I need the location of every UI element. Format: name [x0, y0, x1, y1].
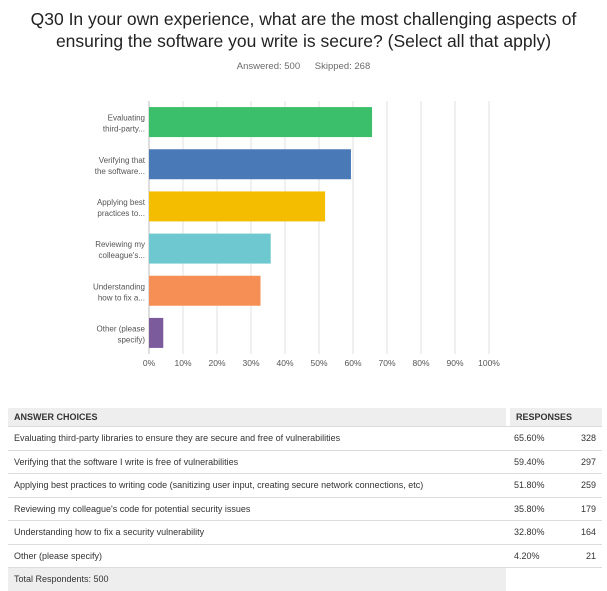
answer-table: ANSWER CHOICES RESPONSES Evaluating thir…: [8, 408, 602, 591]
row-count: 164: [568, 520, 602, 544]
bar: [149, 275, 261, 306]
row-choice: Understanding how to fix a security vuln…: [8, 520, 506, 544]
table-row: Other (please specify) 4.20% 21: [8, 543, 602, 568]
bar: [149, 107, 373, 138]
x-tick-label: 70%: [378, 358, 395, 368]
x-tick-label: 50%: [310, 358, 327, 368]
row-percent: 32.80%: [510, 520, 568, 544]
bar: [149, 191, 326, 222]
header-responses: RESPONSES: [510, 408, 602, 427]
table-row: Verifying that the software I write is f…: [8, 449, 602, 474]
table-row: Reviewing my colleague's code for potent…: [8, 496, 602, 521]
x-tick-label: 20%: [208, 358, 225, 368]
bar: [149, 233, 271, 264]
answered-count: Answered: 500: [236, 61, 301, 72]
response-meta: Answered: 500 Skipped: 268: [0, 61, 607, 72]
row-choice: Other (please specify): [8, 543, 506, 568]
category-label: Verifying that the software...: [95, 156, 146, 176]
row-count: 297: [568, 449, 602, 474]
table-total-row: Total Respondents: 500: [8, 567, 602, 591]
row-choice: Verifying that the software I write is f…: [8, 449, 506, 474]
x-tick-label: 40%: [276, 358, 293, 368]
x-tick-label: 90%: [446, 358, 463, 368]
row-percent: 59.40%: [510, 449, 568, 474]
question-title: Q30 In your own experience, what are the…: [0, 8, 607, 52]
table-row: Applying best practices to writing code …: [8, 473, 602, 497]
row-percent: 65.60%: [510, 426, 568, 450]
row-choice: Applying best practices to writing code …: [8, 473, 506, 497]
table-header: ANSWER CHOICES RESPONSES: [8, 408, 602, 427]
category-label: Evaluating third-party...: [103, 114, 145, 134]
category-label: Other (please specify): [97, 324, 146, 344]
row-choice: Evaluating third-party libraries to ensu…: [8, 426, 506, 450]
table-row: Understanding how to fix a security vuln…: [8, 520, 602, 544]
row-count: 259: [568, 473, 602, 497]
x-tick-label: 30%: [242, 358, 259, 368]
x-tick-label: 0%: [143, 358, 156, 368]
x-tick-label: 10%: [174, 358, 191, 368]
row-choice: Reviewing my colleague's code for potent…: [8, 496, 506, 521]
category-label: Reviewing my colleague's...: [95, 240, 145, 260]
skipped-count: Skipped: 268: [314, 61, 371, 72]
row-percent: 35.80%: [510, 496, 568, 521]
x-tick-label: 80%: [412, 358, 429, 368]
total-respondents: Total Respondents: 500: [8, 567, 506, 591]
table-row: Evaluating third-party libraries to ensu…: [8, 426, 602, 450]
row-count: 328: [568, 426, 602, 450]
row-percent: 51.80%: [510, 473, 568, 497]
question-line-2: ensuring the software you write is secur…: [55, 31, 552, 51]
category-label: Understanding how to fix a...: [93, 282, 145, 302]
row-percent: 4.20%: [510, 543, 568, 568]
header-answer-choices: ANSWER CHOICES: [8, 408, 506, 427]
row-count: 179: [568, 496, 602, 521]
bar: [149, 149, 351, 180]
bar-chart: 0% 10% 20% 30% 40% 50% 60% 70% 80% 90% 100% Evaluat…: [93, 101, 500, 368]
row-count: 21: [568, 543, 602, 568]
x-tick-label: 100%: [478, 358, 500, 368]
question-line-1: Q30 In your own experience, what are the…: [30, 9, 577, 29]
bar: [149, 317, 164, 348]
x-tick-label: 60%: [344, 358, 361, 368]
category-label: Applying best practices to...: [97, 198, 146, 218]
